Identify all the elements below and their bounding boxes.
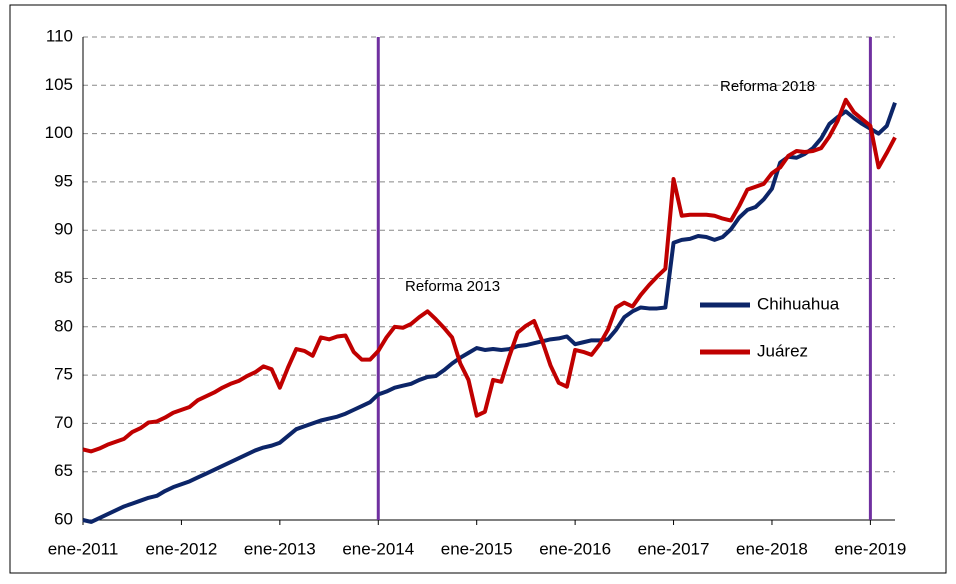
y-tick-label: 110: [46, 26, 73, 45]
y-tick-label: 85: [54, 268, 73, 287]
annotation: Reforma 2013: [405, 278, 500, 295]
annotation: Reforma 2018: [720, 78, 815, 95]
y-tick-label: 80: [54, 316, 73, 335]
x-tick-label: ene-2015: [441, 539, 513, 558]
series-line: [82, 97, 897, 454]
series-line: [82, 102, 897, 524]
chart-border: [9, 4, 947, 574]
legend-label: Chihuahua: [757, 294, 840, 313]
y-tick-label: 105: [45, 75, 73, 94]
x-tick-label: ene-2016: [539, 539, 611, 558]
legend-label: Juárez: [757, 341, 808, 360]
y-tick-label: 95: [54, 171, 73, 190]
y-tick-label: 65: [54, 461, 73, 480]
x-tick-label: ene-2012: [146, 539, 218, 558]
x-tick-label: ene-2018: [736, 539, 808, 558]
y-tick-label: 90: [54, 220, 73, 239]
x-tick-label: ene-2014: [342, 539, 414, 558]
y-tick-label: 70: [54, 413, 73, 432]
y-tick-label: 60: [54, 509, 73, 528]
x-tick-label: ene-2019: [834, 539, 906, 558]
x-tick-label: ene-2011: [48, 539, 119, 558]
y-tick-label: 75: [54, 365, 73, 384]
y-tick-label: 100: [45, 123, 73, 142]
x-tick-label: ene-2017: [638, 539, 710, 558]
x-tick-label: ene-2013: [244, 539, 316, 558]
